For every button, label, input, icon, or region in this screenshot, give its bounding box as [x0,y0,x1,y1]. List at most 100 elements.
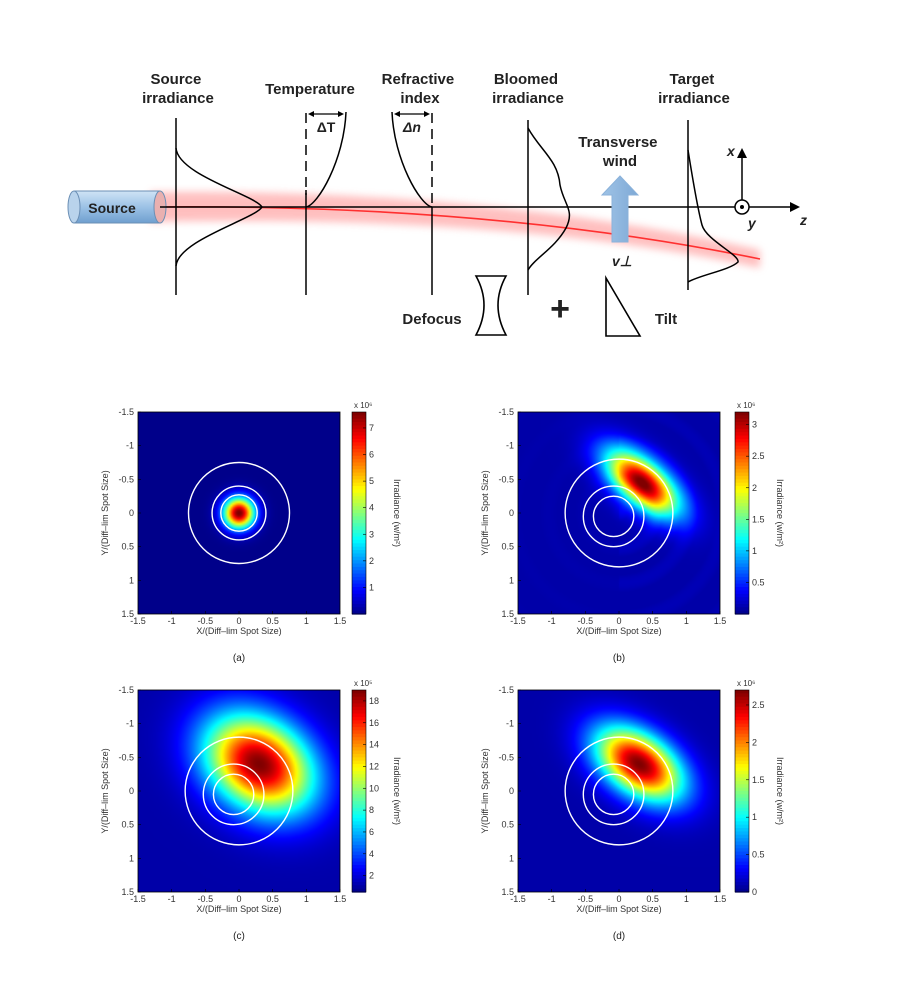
x-tick-label: 1 [684,894,689,904]
x-tick-label: -1.5 [130,894,146,904]
x-tick-label: 0 [236,894,241,904]
y-tick-label: 0 [509,508,514,518]
y-tick-label: -1 [126,719,134,729]
source-irradiance-label: Source irradiance [142,71,214,107]
colorbar-tick-label: 0 [752,887,757,897]
colorbar-tick-label: 8 [369,805,374,815]
colorbar-exponent: x 10⁶ [737,679,755,688]
delta-t-label: ΔT [317,119,336,135]
defocus-lens-icon [474,275,508,336]
colorbar-tick-label: 18 [369,696,379,706]
colorbar-tick-label: 6 [369,450,374,460]
colorbar-tick-label: 1 [752,546,757,556]
temperature-label: Temperature [265,81,355,98]
x-axis-label: X/(Diff–lim Spot Size) [576,904,661,914]
source-irradiance-curve [175,147,263,267]
y-tick-label: 1.5 [501,887,514,897]
colorbar-tick-label: 7 [369,423,374,433]
y-tick-label: 0.5 [501,542,514,552]
reference-circle [220,494,258,532]
colorbar-tick-label: 2 [369,871,374,881]
x-tick-label: 1.5 [334,894,347,904]
colorbar [351,411,367,615]
y-tick-label: 1.5 [121,887,134,897]
x-tick-label: 1 [684,616,689,626]
colorbar-tick-label: 12 [369,761,379,771]
y-tick-label: -0.5 [118,474,134,484]
x-tick-label: -0.5 [578,894,594,904]
colorbar-tick-label: 4 [369,849,374,859]
x-tick-label: 1.5 [714,616,727,626]
colorbar [734,689,750,893]
colorbar-tick-label: 5 [369,476,374,486]
reference-circle [211,485,267,541]
x-tick-label: 0.5 [266,616,279,626]
x-tick-label: 0.5 [646,894,659,904]
y-axis-label: Y/(Diff–lim Spot Size) [100,470,110,555]
wind-symbol: v⊥ [612,253,632,269]
irradiance-plots: -1.5 -1.5 -1 -1 -0.5 -0.5 0 0 0.5 0.5 1 1 1.5 1.5 X/(D… [100,401,785,942]
colorbar [351,689,367,893]
y-axis-label: y [747,215,757,231]
x-tick-label: -1.5 [510,894,526,904]
x-tick-label: 0 [616,616,621,626]
reference-circle [564,736,674,846]
y-tick-label: 1 [129,853,134,863]
colorbar-tick-label: 1 [752,812,757,822]
heatmap [518,412,720,614]
colorbar-tick-label: 2.5 [752,451,765,461]
colorbar-exponent: x 10⁵ [354,679,372,688]
propagation-diagram: Source z x y Source irradiance Temperatu… [67,71,807,337]
colorbar-tick-label: 2 [752,483,757,493]
plot-c: -1.5 -1.5 -1 -1 -0.5 -0.5 0 0 0.5 0.5 1 1 1.5 1.5 X/(D… [100,679,402,942]
y-tick-label: -1.5 [498,407,514,417]
y-tick-label: 0 [129,786,134,796]
plot-d: -1.5 -1.5 -1 -1 -0.5 -0.5 0 0 0.5 0.5 1 1 1.5 1.5 X/(D… [480,679,785,942]
x-tick-label: 1 [304,616,309,626]
x-tick-label: 1.5 [714,894,727,904]
x-tick-label: 1 [304,894,309,904]
x-tick-label: -0.5 [578,616,594,626]
source-label: Source [88,200,136,216]
y-tick-label: 0 [509,786,514,796]
colorbar-tick-label: 3 [369,529,374,539]
y-tick-label: 0.5 [121,820,134,830]
x-axis-label: X/(Diff–lim Spot Size) [576,626,661,636]
colorbar-label: Irradiance (w/m²) [392,757,402,825]
y-axis-label: Y/(Diff–lim Spot Size) [480,748,490,833]
y-tick-label: -1 [126,441,134,451]
y-tick-label: 1 [129,575,134,585]
x-tick-label: -1 [548,616,556,626]
y-tick-label: -1.5 [118,407,134,417]
colorbar-tick-label: 3 [752,420,757,430]
colorbar-tick-label: 0.5 [752,850,765,860]
x-axis-label: x [726,143,736,159]
y-tick-label: -1 [506,441,514,451]
bloomed-irradiance-curve [527,127,571,271]
colorbar-tick-label: 1.5 [752,775,765,785]
colorbar-tick-label: 0.5 [752,577,765,587]
colorbar-exponent: x 10⁶ [354,401,372,410]
colorbar-tick-label: 1.5 [752,514,765,524]
reference-circle [202,763,265,826]
y-tick-label: -1 [506,719,514,729]
reference-circle [582,763,645,826]
colorbar-label: Irradiance (w/m²) [775,757,785,825]
x-tick-label: 0.5 [266,894,279,904]
y-tick-label: -1.5 [498,685,514,695]
y-tick-label: 0.5 [121,542,134,552]
transverse-wind-label: Transverse wind [578,134,661,170]
colorbar-tick-label: 6 [369,827,374,837]
plot-caption: (b) [613,653,625,664]
plus-sign: + [550,290,570,328]
y-axis-label: Y/(Diff–lim Spot Size) [100,748,110,833]
colorbar-tick-label: 16 [369,718,379,728]
colorbar-tick-label: 4 [369,503,374,513]
colorbar [734,411,750,615]
y-tick-label: 0.5 [501,820,514,830]
x-tick-label: -1 [168,894,176,904]
y-tick-label: 0 [129,508,134,518]
x-tick-label: -0.5 [198,894,214,904]
plot-caption: (c) [233,931,245,942]
